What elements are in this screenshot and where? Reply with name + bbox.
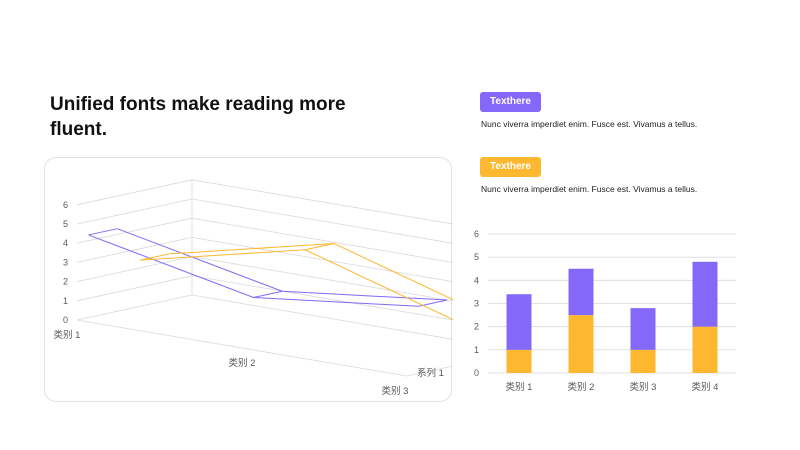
stacked-bar-chart: 0 1 2 3 4 5 6 类别 1 类别 2 类别 3 类别 4 bbox=[474, 229, 736, 393]
bar-y-tick-label: 2 bbox=[474, 322, 479, 332]
bar-category-label: 类别 1 bbox=[506, 381, 533, 393]
y-tick-label: 4 bbox=[63, 238, 68, 248]
category-label: 类别 3 bbox=[382, 385, 409, 397]
bar-segment bbox=[568, 268, 594, 316]
series-ribbon-edge bbox=[140, 253, 170, 261]
bar-category-label: 类别 3 bbox=[630, 381, 657, 393]
y-tick-label: 1 bbox=[63, 296, 68, 306]
bar-y-tick-label: 1 bbox=[474, 345, 479, 355]
bar-category-label: 类别 4 bbox=[692, 381, 719, 393]
bar-y-tick-label: 5 bbox=[474, 252, 479, 262]
y-tick-label: 5 bbox=[63, 219, 68, 229]
series-line-front bbox=[140, 249, 453, 321]
y-tick-label: 6 bbox=[63, 200, 68, 210]
y-tick-label: 2 bbox=[63, 277, 68, 287]
gridline-3d bbox=[76, 294, 453, 340]
category-label: 类别 2 bbox=[229, 357, 256, 369]
series-line-back bbox=[168, 243, 453, 301]
category-label: 类别 1 bbox=[54, 329, 81, 341]
legend-text-orange: Nunc viverra imperdiet enim. Fusce est. … bbox=[481, 184, 698, 194]
bar-category-label: 类别 2 bbox=[568, 381, 595, 393]
bar-y-tick-label: 4 bbox=[474, 275, 479, 285]
legend-pill-orange: Texthere bbox=[480, 157, 541, 177]
bar-segment bbox=[568, 315, 594, 373]
gridline-3d bbox=[76, 198, 453, 244]
legend-text-purple: Nunc viverra imperdiet enim. Fusce est. … bbox=[481, 119, 698, 129]
bar-segment bbox=[630, 308, 656, 350]
legend-pill-purple: Texthere bbox=[480, 92, 541, 112]
floor-edge-right bbox=[406, 365, 453, 377]
series-ribbon-edge bbox=[305, 243, 335, 251]
bar-y-tick-label: 3 bbox=[474, 299, 479, 309]
series-ribbon-edge bbox=[88, 228, 118, 236]
bar-segment bbox=[506, 349, 532, 373]
gridline-3d bbox=[76, 217, 453, 263]
bar-y-tick-label: 6 bbox=[474, 229, 479, 239]
bar-segment bbox=[630, 349, 656, 373]
series-ribbon-edge bbox=[253, 290, 283, 298]
y-tick-label: 3 bbox=[63, 257, 68, 267]
slide-title: Unified fonts make reading more fluent. bbox=[50, 94, 346, 140]
bar-y-tick-label: 0 bbox=[474, 368, 479, 378]
bar-segment bbox=[692, 261, 718, 327]
gridline-3d bbox=[76, 179, 453, 225]
bar-segment bbox=[506, 294, 532, 350]
y-tick-label: 0 bbox=[63, 315, 68, 325]
bar-segment bbox=[692, 326, 718, 373]
depth-label: 系列 1 bbox=[417, 367, 444, 379]
floor-edge-front bbox=[76, 319, 408, 377]
